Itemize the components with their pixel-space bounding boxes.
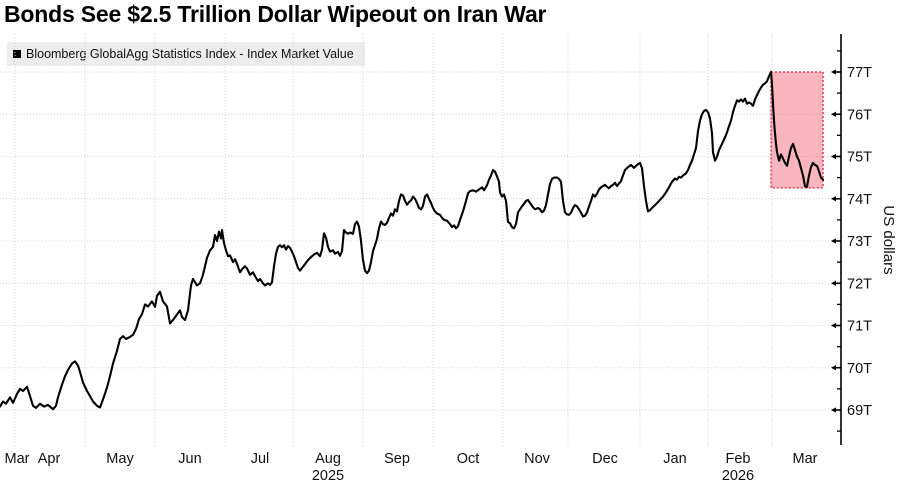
x-tick-label: Mar (793, 451, 818, 467)
highlight-region-border (770, 71, 824, 189)
y-tick-arrow-icon (831, 238, 836, 244)
x-tick-label: Aug (315, 451, 341, 467)
y-tick-arrow-icon (831, 365, 836, 371)
y-tick-arrow-icon (831, 153, 836, 160)
x-tick-label: Feb (726, 451, 751, 467)
x-tick-label: Apr (38, 451, 61, 467)
y-tick-label: 77T (847, 65, 872, 81)
legend-swatch-icon (13, 50, 21, 58)
y-tick-label: 72T (847, 276, 872, 292)
x-tick-label: May (106, 451, 134, 467)
y-tick-arrow-icon (831, 69, 836, 75)
y-tick-label: 70T (847, 361, 872, 377)
y-tick-arrow-icon (831, 407, 836, 413)
highlight-region (771, 72, 823, 188)
chart-title: Bonds See $2.5 Trillion Dollar Wipeout o… (4, 1, 547, 27)
x-tick-label: Mar (5, 451, 30, 467)
x-tick-label: Oct (457, 451, 480, 467)
y-tick-label: 76T (847, 107, 872, 123)
x-tick-label: Jan (663, 451, 686, 467)
legend: Bloomberg GlobalAgg Statistics Index - I… (7, 42, 365, 66)
y-tick-arrow-icon (831, 280, 836, 286)
y-tick-arrow-icon (831, 196, 836, 202)
y-axis-title: US dollars (880, 205, 897, 274)
index-market-value-line (0, 70, 825, 411)
x-tick-label: Jul (251, 451, 270, 467)
y-tick-label: 73T (847, 234, 872, 250)
x-tick-label: Jun (178, 451, 201, 467)
x-tick-label: Nov (524, 451, 551, 467)
legend-label: Bloomberg GlobalAgg Statistics Index - I… (26, 47, 354, 61)
y-tick-arrow-icon (831, 322, 836, 329)
x-year-label: 2025 (312, 468, 344, 484)
x-tick-label: Dec (592, 451, 618, 467)
x-year-label: 2026 (722, 468, 754, 484)
y-tick-label: 74T (847, 192, 872, 208)
x-tick-label: Sep (384, 451, 410, 467)
y-tick-label: 69T (847, 403, 872, 419)
y-tick-label: 71T (847, 319, 872, 335)
y-tick-arrow-icon (831, 111, 836, 117)
y-tick-label: 75T (847, 150, 872, 166)
